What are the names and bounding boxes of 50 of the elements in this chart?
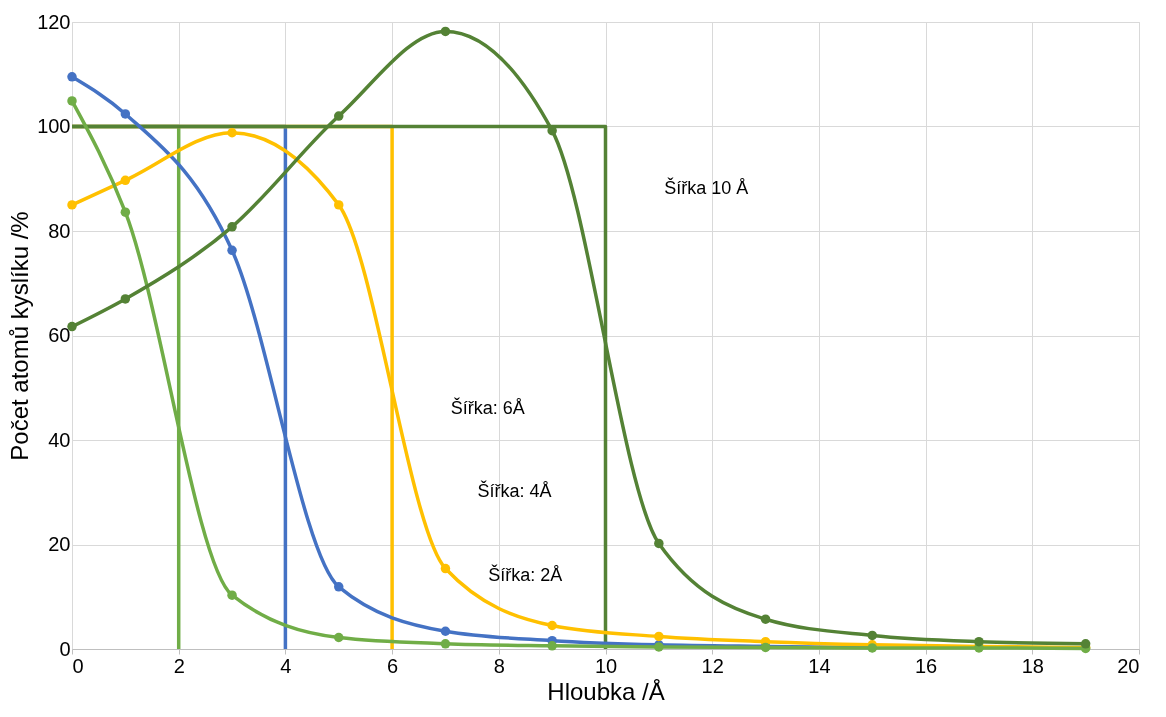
point xyxy=(227,128,237,138)
annotation: Šířka: 6Å xyxy=(450,396,525,418)
y-tick-label: 80 xyxy=(48,219,71,242)
point xyxy=(227,222,237,232)
annotation: Šířka: 2Å xyxy=(488,563,563,585)
y-tick-label: 100 xyxy=(37,115,71,137)
point xyxy=(334,632,344,643)
y-tick-label: 120 xyxy=(37,10,71,33)
x-tick-label: 4 xyxy=(280,654,292,677)
point xyxy=(654,538,664,549)
x-axis-title: Hloubka /Å xyxy=(547,677,665,705)
annotation: Šířka: 4Å xyxy=(477,480,552,502)
y-tick-label: 0 xyxy=(59,637,71,660)
point xyxy=(547,620,557,631)
y-tick-label: 60 xyxy=(48,324,71,346)
point xyxy=(120,175,131,186)
point xyxy=(334,111,344,121)
y-tick-label: 20 xyxy=(48,533,71,555)
point xyxy=(760,614,771,624)
point xyxy=(547,641,557,651)
point xyxy=(440,563,451,574)
point xyxy=(120,294,131,304)
x-tick-label: 8 xyxy=(493,654,505,677)
point xyxy=(654,631,664,642)
x-tick-label: 10 xyxy=(594,654,618,677)
x-tick-label: 6 xyxy=(387,654,399,677)
annotation: Šířka 10 Å xyxy=(664,177,749,199)
point xyxy=(440,26,451,37)
point xyxy=(440,639,451,649)
x-tick-label: 18 xyxy=(1021,654,1044,677)
point xyxy=(974,636,984,647)
point xyxy=(334,200,344,210)
point xyxy=(67,72,77,82)
point xyxy=(1080,639,1091,649)
y-axis-title: Počet atomů kyslíku /% xyxy=(6,211,34,461)
point xyxy=(227,590,237,600)
x-tick-label: 20 xyxy=(1117,654,1140,677)
x-tick-label: 14 xyxy=(808,654,831,677)
y-tick-label: 40 xyxy=(48,428,71,451)
x-tick-label: 2 xyxy=(173,654,185,677)
point xyxy=(67,96,77,106)
point xyxy=(227,245,237,256)
point xyxy=(334,582,344,592)
point xyxy=(440,626,451,636)
point xyxy=(120,207,131,217)
x-tick-label: 16 xyxy=(914,654,938,677)
x-tick-label: 12 xyxy=(701,654,724,677)
point xyxy=(120,109,131,119)
point xyxy=(67,200,77,210)
point xyxy=(867,630,877,641)
